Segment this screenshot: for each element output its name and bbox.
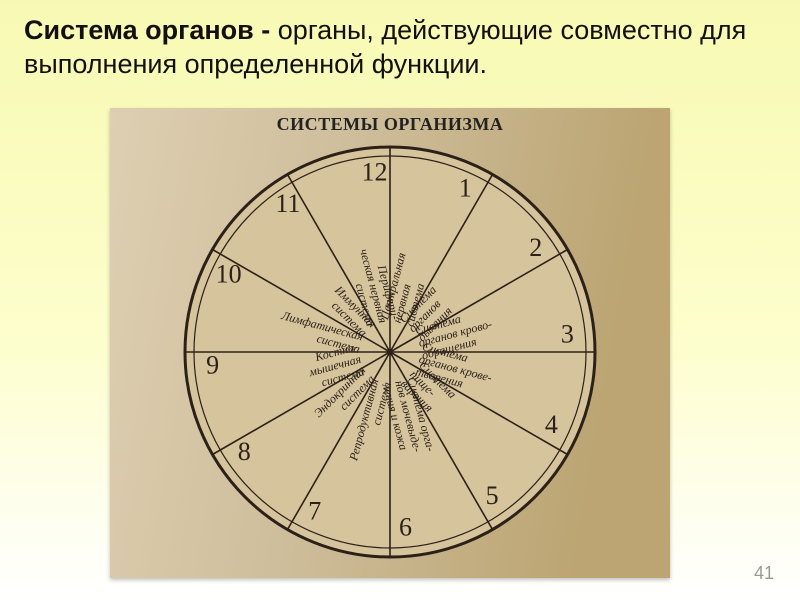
sector-number: 9 bbox=[206, 351, 219, 380]
sector-number: 2 bbox=[529, 233, 542, 262]
headline: Система органов - органы, действующие со… bbox=[24, 14, 776, 82]
sector-number: 7 bbox=[308, 497, 321, 526]
sector-number: 5 bbox=[486, 481, 499, 510]
sector-number: 11 bbox=[275, 190, 300, 219]
page-number: 41 bbox=[754, 563, 774, 584]
sector-number: 1 bbox=[459, 174, 472, 203]
wheel-diagram: 123456789101112Центральнаянервнаясистема… bbox=[170, 132, 610, 572]
wheel-card: СИСТЕМЫ ОРГАНИЗМА 123456789101112Централ… bbox=[110, 108, 670, 578]
sector-number: 10 bbox=[216, 260, 242, 289]
sector-number: 4 bbox=[545, 411, 558, 440]
sector-number: 3 bbox=[561, 320, 574, 349]
sector-number: 6 bbox=[399, 513, 412, 542]
slide: Система органов - органы, действующие со… bbox=[0, 0, 800, 600]
headline-bold: Система органов - bbox=[24, 15, 270, 45]
sector-number: 8 bbox=[238, 437, 251, 466]
sector-number: 12 bbox=[361, 158, 387, 187]
